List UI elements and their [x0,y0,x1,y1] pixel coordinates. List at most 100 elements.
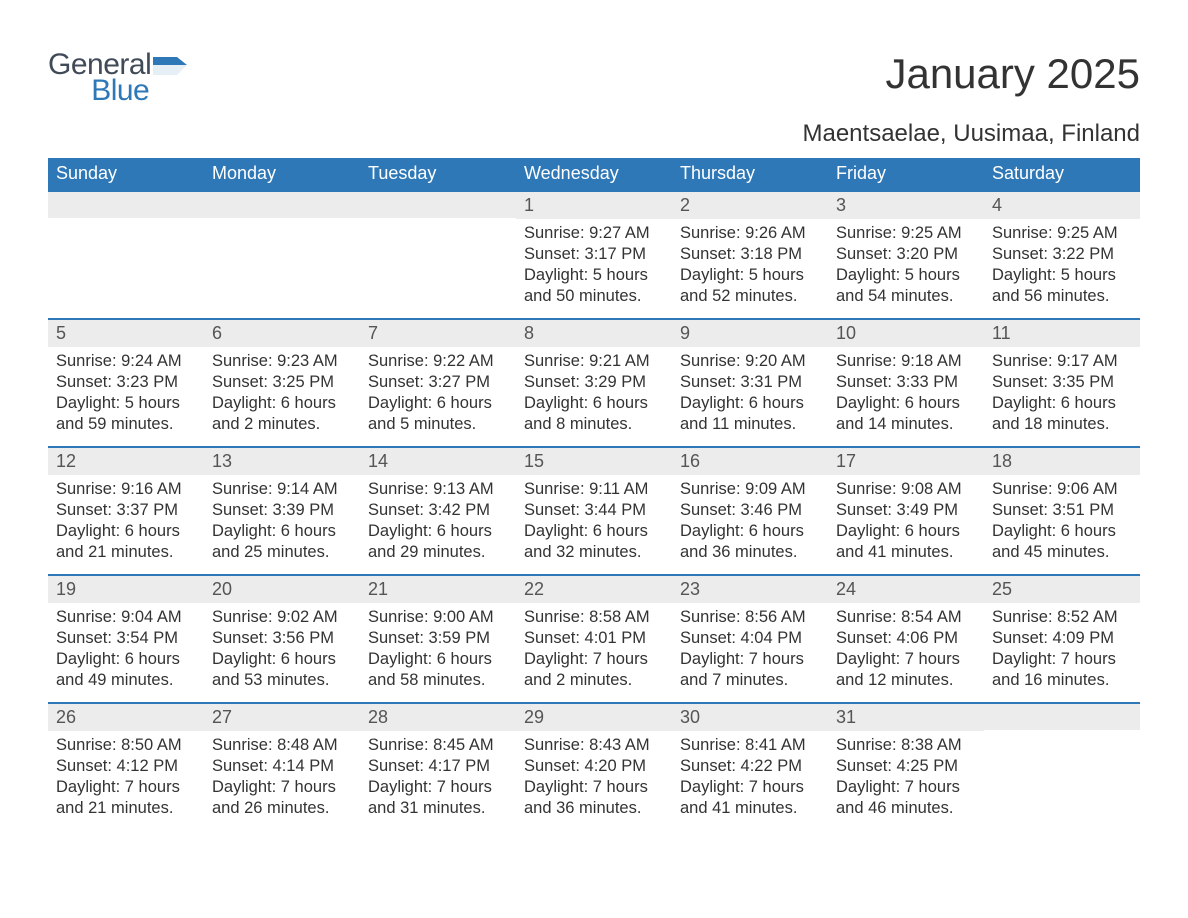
sunrise-text: Sunrise: 9:13 AM [368,479,508,500]
calendar-cell: 23Sunrise: 8:56 AMSunset: 4:04 PMDayligh… [672,574,828,702]
location-subtitle: Maentsaelae, Uusimaa, Finland [48,120,1140,148]
day-number [984,702,1140,730]
sunrise-text: Sunrise: 9:21 AM [524,351,664,372]
daylight-text-1: Daylight: 6 hours [524,393,664,414]
calendar-week-row: 26Sunrise: 8:50 AMSunset: 4:12 PMDayligh… [48,702,1140,830]
sunset-text: Sunset: 4:01 PM [524,628,664,649]
daylight-text-1: Daylight: 7 hours [680,777,820,798]
sunset-text: Sunset: 3:49 PM [836,500,976,521]
daylight-text-2: and 54 minutes. [836,286,976,307]
weekday-header: Sunday [48,158,204,190]
daylight-text-2: and 45 minutes. [992,542,1132,563]
daylight-text-2: and 25 minutes. [212,542,352,563]
calendar-cell: 4Sunrise: 9:25 AMSunset: 3:22 PMDaylight… [984,190,1140,318]
sunrise-text: Sunrise: 9:27 AM [524,223,664,244]
day-number: 28 [360,702,516,731]
calendar-cell: 1Sunrise: 9:27 AMSunset: 3:17 PMDaylight… [516,190,672,318]
daylight-text-1: Daylight: 6 hours [680,521,820,542]
sunrise-text: Sunrise: 9:14 AM [212,479,352,500]
day-number: 8 [516,318,672,347]
daylight-text-1: Daylight: 5 hours [56,393,196,414]
daylight-text-1: Daylight: 5 hours [524,265,664,286]
day-number: 14 [360,446,516,475]
sunset-text: Sunset: 3:25 PM [212,372,352,393]
day-number: 12 [48,446,204,475]
sunset-text: Sunset: 4:06 PM [836,628,976,649]
daylight-text-1: Daylight: 6 hours [368,521,508,542]
calendar-week-row: 12Sunrise: 9:16 AMSunset: 3:37 PMDayligh… [48,446,1140,574]
calendar-cell [984,702,1140,830]
day-number: 7 [360,318,516,347]
sunset-text: Sunset: 3:29 PM [524,372,664,393]
weekday-header: Tuesday [360,158,516,190]
weekday-header: Saturday [984,158,1140,190]
daylight-text-1: Daylight: 6 hours [368,393,508,414]
day-number: 22 [516,574,672,603]
sunrise-text: Sunrise: 8:38 AM [836,735,976,756]
day-number: 24 [828,574,984,603]
sunrise-text: Sunrise: 8:50 AM [56,735,196,756]
daylight-text-1: Daylight: 7 hours [680,649,820,670]
sunrise-text: Sunrise: 8:54 AM [836,607,976,628]
sunrise-text: Sunrise: 9:23 AM [212,351,352,372]
sunset-text: Sunset: 3:27 PM [368,372,508,393]
daylight-text-2: and 58 minutes. [368,670,508,691]
calendar-cell: 9Sunrise: 9:20 AMSunset: 3:31 PMDaylight… [672,318,828,446]
calendar-cell: 2Sunrise: 9:26 AMSunset: 3:18 PMDaylight… [672,190,828,318]
sunset-text: Sunset: 3:46 PM [680,500,820,521]
sunrise-text: Sunrise: 8:41 AM [680,735,820,756]
calendar-cell: 14Sunrise: 9:13 AMSunset: 3:42 PMDayligh… [360,446,516,574]
daylight-text-2: and 46 minutes. [836,798,976,819]
day-number [360,190,516,218]
day-number [204,190,360,218]
calendar-cell: 16Sunrise: 9:09 AMSunset: 3:46 PMDayligh… [672,446,828,574]
calendar-cell: 17Sunrise: 9:08 AMSunset: 3:49 PMDayligh… [828,446,984,574]
daylight-text-2: and 29 minutes. [368,542,508,563]
sunrise-text: Sunrise: 9:17 AM [992,351,1132,372]
daylight-text-1: Daylight: 7 hours [524,777,664,798]
daylight-text-2: and 18 minutes. [992,414,1132,435]
daylight-text-2: and 7 minutes. [680,670,820,691]
daylight-text-2: and 26 minutes. [212,798,352,819]
calendar-cell [360,190,516,318]
daylight-text-2: and 59 minutes. [56,414,196,435]
day-number: 2 [672,190,828,219]
sunrise-text: Sunrise: 9:04 AM [56,607,196,628]
day-number: 17 [828,446,984,475]
daylight-text-2: and 36 minutes. [680,542,820,563]
daylight-text-2: and 52 minutes. [680,286,820,307]
calendar-cell: 25Sunrise: 8:52 AMSunset: 4:09 PMDayligh… [984,574,1140,702]
daylight-text-2: and 32 minutes. [524,542,664,563]
calendar-cell: 15Sunrise: 9:11 AMSunset: 3:44 PMDayligh… [516,446,672,574]
sunset-text: Sunset: 3:37 PM [56,500,196,521]
sunset-text: Sunset: 3:23 PM [56,372,196,393]
sunrise-text: Sunrise: 9:26 AM [680,223,820,244]
calendar-cell: 18Sunrise: 9:06 AMSunset: 3:51 PMDayligh… [984,446,1140,574]
calendar-cell: 5Sunrise: 9:24 AMSunset: 3:23 PMDaylight… [48,318,204,446]
daylight-text-2: and 53 minutes. [212,670,352,691]
calendar-cell: 31Sunrise: 8:38 AMSunset: 4:25 PMDayligh… [828,702,984,830]
daylight-text-1: Daylight: 7 hours [836,649,976,670]
daylight-text-1: Daylight: 6 hours [836,393,976,414]
sunset-text: Sunset: 4:20 PM [524,756,664,777]
daylight-text-2: and 41 minutes. [680,798,820,819]
day-number: 9 [672,318,828,347]
calendar-cell: 27Sunrise: 8:48 AMSunset: 4:14 PMDayligh… [204,702,360,830]
daylight-text-1: Daylight: 7 hours [836,777,976,798]
weekday-header: Friday [828,158,984,190]
page-title: January 2025 [885,50,1140,98]
sunrise-text: Sunrise: 9:09 AM [680,479,820,500]
daylight-text-2: and 5 minutes. [368,414,508,435]
sunrise-text: Sunrise: 9:00 AM [368,607,508,628]
day-number: 13 [204,446,360,475]
daylight-text-2: and 2 minutes. [524,670,664,691]
calendar-cell [48,190,204,318]
daylight-text-2: and 50 minutes. [524,286,664,307]
calendar-cell [204,190,360,318]
brand-logo: General Blue [48,50,187,106]
daylight-text-1: Daylight: 6 hours [992,393,1132,414]
calendar-cell: 21Sunrise: 9:00 AMSunset: 3:59 PMDayligh… [360,574,516,702]
daylight-text-2: and 12 minutes. [836,670,976,691]
day-number: 15 [516,446,672,475]
calendar-cell: 28Sunrise: 8:45 AMSunset: 4:17 PMDayligh… [360,702,516,830]
